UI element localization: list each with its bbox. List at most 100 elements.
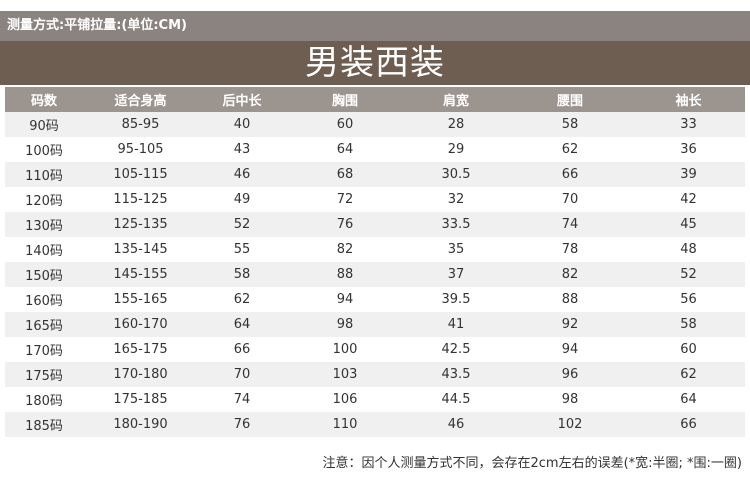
height-cell: 155-165: [83, 287, 198, 312]
table-row: 130码 125-135 52 76 33.5 74 45: [5, 212, 745, 237]
sleeve-cell: 64: [632, 387, 745, 412]
chest-cell: 82: [286, 237, 404, 262]
sleeve-cell: 33: [632, 112, 745, 137]
size-cell: 130码: [5, 212, 83, 237]
size-cell: 170码: [5, 337, 83, 362]
size-chart-table: 码数 适合身高 后中长 胸围 肩宽 腰围 袖长 90码 85-95 40 60 28 58…: [5, 87, 745, 437]
chest-cell: 106: [286, 387, 404, 412]
table-row: 150码 145-155 58 88 37 82 52: [5, 262, 745, 287]
header-height: 适合身高: [83, 87, 198, 112]
size-cell: 180码: [5, 387, 83, 412]
title-bar: 男装西装: [0, 41, 750, 85]
height-cell: 135-145: [83, 237, 198, 262]
waist-cell: 58: [508, 112, 632, 137]
sleeve-cell: 62: [632, 362, 745, 387]
size-cell: 120码: [5, 187, 83, 212]
table-body: 90码 85-95 40 60 28 58 33 100码 95-105 43 64 29 62 36 11…: [5, 112, 745, 437]
header-chest: 胸围: [286, 87, 404, 112]
footnote: 注意：因个人测量方式不同，会存在2cm左右的误差(*宽:半圈; *围:一圈): [322, 456, 743, 471]
sleeve-cell: 39: [632, 162, 745, 187]
size-cell: 90码: [5, 112, 83, 137]
chest-cell: 98: [286, 312, 404, 337]
waist-cell: 96: [508, 362, 632, 387]
table-row: 160码 155-165 62 94 39.5 88 56: [5, 287, 745, 312]
table-row: 165码 160-170 64 98 41 92 58: [5, 312, 745, 337]
shoulder-cell: 44.5: [404, 387, 508, 412]
waist-cell: 66: [508, 162, 632, 187]
back-length-cell: 62: [198, 287, 286, 312]
shoulder-cell: 30.5: [404, 162, 508, 187]
height-cell: 170-180: [83, 362, 198, 387]
back-length-cell: 43: [198, 137, 286, 162]
size-cell: 100码: [5, 137, 83, 162]
height-cell: 180-190: [83, 412, 198, 437]
shoulder-cell: 41: [404, 312, 508, 337]
size-cell: 165码: [5, 312, 83, 337]
size-cell: 150码: [5, 262, 83, 287]
back-length-cell: 74: [198, 387, 286, 412]
size-cell: 110码: [5, 162, 83, 187]
table-row: 100码 95-105 43 64 29 62 36: [5, 137, 745, 162]
height-cell: 165-175: [83, 337, 198, 362]
sleeve-cell: 36: [632, 137, 745, 162]
chest-cell: 94: [286, 287, 404, 312]
back-length-cell: 76: [198, 412, 286, 437]
size-cell: 175码: [5, 362, 83, 387]
back-length-cell: 64: [198, 312, 286, 337]
shoulder-cell: 35: [404, 237, 508, 262]
shoulder-cell: 46: [404, 412, 508, 437]
shoulder-cell: 32: [404, 187, 508, 212]
header-waist: 腰围: [508, 87, 632, 112]
waist-cell: 74: [508, 212, 632, 237]
table-row: 180码 175-185 74 106 44.5 98 64: [5, 387, 745, 412]
waist-cell: 88: [508, 287, 632, 312]
size-cell: 140码: [5, 237, 83, 262]
table-row: 110码 105-115 46 68 30.5 66 39: [5, 162, 745, 187]
table-header-row: 码数 适合身高 后中长 胸围 肩宽 腰围 袖长: [5, 87, 745, 112]
chest-cell: 110: [286, 412, 404, 437]
shoulder-cell: 37: [404, 262, 508, 287]
sleeve-cell: 56: [632, 287, 745, 312]
back-length-cell: 66: [198, 337, 286, 362]
measurement-method-text: 测量方式:平铺拉量:(单位:CM): [7, 18, 187, 33]
table-row: 140码 135-145 55 82 35 78 48: [5, 237, 745, 262]
page-title: 男装西装: [305, 43, 445, 83]
sleeve-cell: 45: [632, 212, 745, 237]
waist-cell: 98: [508, 387, 632, 412]
height-cell: 125-135: [83, 212, 198, 237]
sleeve-cell: 66: [632, 412, 745, 437]
back-length-cell: 70: [198, 362, 286, 387]
height-cell: 115-125: [83, 187, 198, 212]
table-row: 90码 85-95 40 60 28 58 33: [5, 112, 745, 137]
size-cell: 185码: [5, 412, 83, 437]
height-cell: 145-155: [83, 262, 198, 287]
back-length-cell: 55: [198, 237, 286, 262]
waist-cell: 94: [508, 337, 632, 362]
sleeve-cell: 42: [632, 187, 745, 212]
table-row: 175码 170-180 70 103 43.5 96 62: [5, 362, 745, 387]
sleeve-cell: 58: [632, 312, 745, 337]
size-cell: 160码: [5, 287, 83, 312]
height-cell: 160-170: [83, 312, 198, 337]
shoulder-cell: 33.5: [404, 212, 508, 237]
table-row: 185码 180-190 76 110 46 102 66: [5, 412, 745, 437]
back-length-cell: 58: [198, 262, 286, 287]
chest-cell: 60: [286, 112, 404, 137]
shoulder-cell: 29: [404, 137, 508, 162]
back-length-cell: 46: [198, 162, 286, 187]
back-length-cell: 40: [198, 112, 286, 137]
chest-cell: 72: [286, 187, 404, 212]
shoulder-cell: 42.5: [404, 337, 508, 362]
sleeve-cell: 48: [632, 237, 745, 262]
header-back-length: 后中长: [198, 87, 286, 112]
shoulder-cell: 28: [404, 112, 508, 137]
measurement-method-bar: 测量方式:平铺拉量:(单位:CM): [0, 11, 750, 41]
waist-cell: 82: [508, 262, 632, 287]
chest-cell: 64: [286, 137, 404, 162]
waist-cell: 102: [508, 412, 632, 437]
chest-cell: 76: [286, 212, 404, 237]
waist-cell: 78: [508, 237, 632, 262]
height-cell: 175-185: [83, 387, 198, 412]
table-row: 170码 165-175 66 100 42.5 94 60: [5, 337, 745, 362]
header-size: 码数: [5, 87, 83, 112]
